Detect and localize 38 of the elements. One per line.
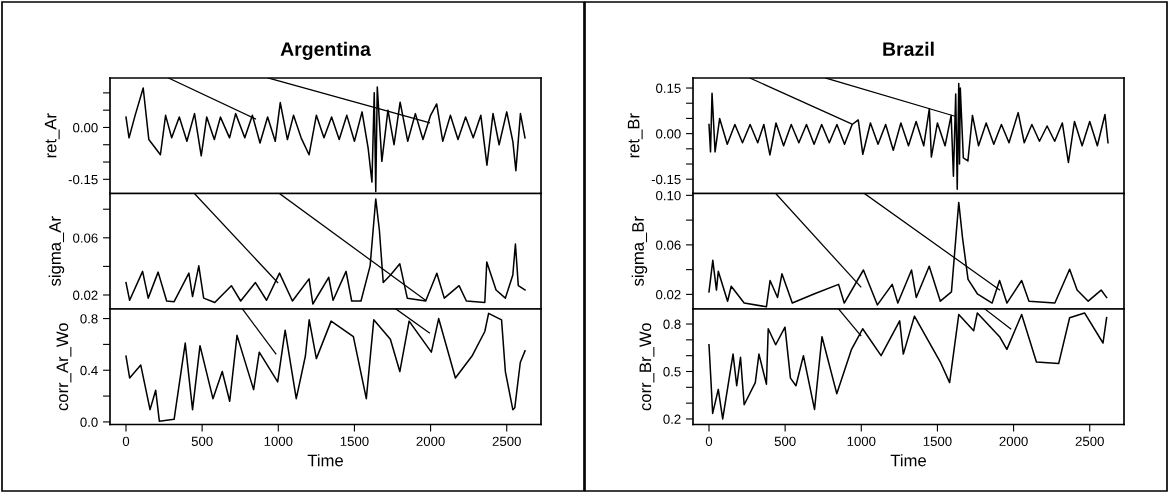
y-axis-title: corr_Br_Wo	[639, 323, 655, 411]
y-tick-label: 0.5	[663, 367, 681, 377]
x-tick-label: 500	[774, 436, 796, 446]
x-tick-label: 2000	[999, 436, 1028, 446]
x-tick-label: 0	[705, 436, 713, 446]
y-tick-label: 0.8	[80, 314, 98, 324]
y-axis-title: ret_Br	[627, 113, 643, 158]
x-tick-label: 0	[122, 436, 130, 446]
y-tick-label: 0.06	[656, 240, 681, 250]
y-axis-title: corr_Ar_Wo	[56, 323, 72, 411]
x-tick-label: 2000	[416, 436, 445, 446]
x-axis-title: Time	[890, 454, 926, 467]
y-axis-title: ret_Ar	[44, 113, 60, 158]
x-axis-title: Time	[307, 454, 343, 467]
y-axis-title: sigma_Br	[631, 216, 648, 286]
x-tick-label: 1000	[264, 436, 293, 446]
x-tick-label: 1000	[847, 436, 876, 446]
y-tick-label: 0.06	[73, 233, 98, 243]
y-tick-label: 0.00	[73, 123, 98, 133]
y-tick-label: 0.10	[656, 190, 681, 201]
y-tick-label: 0.0	[80, 417, 98, 427]
x-tick-label: 2500	[1075, 436, 1104, 446]
x-tick-label: 2500	[492, 436, 521, 446]
chart-title: Brazil	[883, 41, 934, 56]
y-tick-label: -0.15	[68, 174, 98, 185]
y-tick-label: 0.8	[663, 319, 681, 329]
y-tick-label: 0.15	[656, 83, 681, 93]
y-tick-label: -0.15	[651, 174, 681, 185]
y-axis-title: sigma_Ar	[48, 216, 65, 286]
y-tick-label: 0.02	[656, 289, 681, 300]
chart-title: Argentina	[280, 41, 371, 60]
y-tick-label: 0.02	[73, 290, 98, 300]
x-tick-label: 1500	[923, 436, 952, 446]
x-tick-label: 500	[191, 436, 213, 446]
y-tick-label: 0.2	[663, 414, 681, 424]
x-tick-label: 1500	[340, 436, 369, 446]
y-tick-label: 0.00	[656, 129, 681, 139]
y-tick-label: 0.4	[80, 365, 98, 376]
